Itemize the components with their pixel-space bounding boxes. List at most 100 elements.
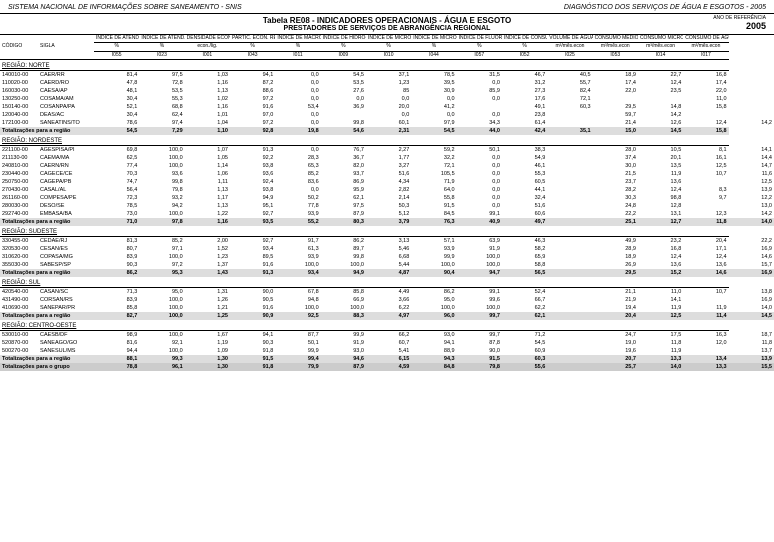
cell-value: 65,3: [275, 162, 320, 170]
cell-value: 55,3: [139, 95, 184, 103]
cell-value: 13,6: [683, 261, 728, 269]
cell-value: 1,67: [185, 330, 230, 339]
cell-value: 100,0: [139, 330, 184, 339]
cell-value: [683, 347, 728, 355]
cell-value: 11,9: [638, 304, 683, 312]
cell-sigla: CESAN/ES: [38, 245, 94, 253]
cell-value: 11,9: [638, 170, 683, 178]
grand-total-value: 1,30: [185, 363, 230, 371]
cell-sigla: CAGEPA/PB: [38, 178, 94, 186]
grand-total-value: 87,9: [321, 363, 366, 371]
cell-sigla: CORSAN/RS: [38, 296, 94, 304]
cell-value: 84,5: [411, 210, 456, 218]
cell-value: 99,1: [457, 287, 502, 296]
cell-value: 92,7: [230, 236, 275, 245]
cell-value: 16,9: [729, 296, 774, 304]
region-total-value: 19,8: [275, 127, 320, 135]
cell-value: 14,2: [729, 210, 774, 218]
cell-value: 85,9: [457, 87, 502, 95]
cell-value: 99,7: [457, 330, 502, 339]
cell-value: 93,7: [321, 170, 366, 178]
col-code: I014: [638, 51, 683, 59]
cell-value: 16,1: [683, 154, 728, 162]
cell-sigla: CASAN/SC: [38, 287, 94, 296]
cell-value: 68,8: [139, 103, 184, 111]
cell-value: 89,7: [321, 245, 366, 253]
cell-value: 0,0: [411, 95, 456, 103]
cell-codigo: 330455-00: [0, 236, 38, 245]
cell-value: 48,1: [94, 87, 139, 95]
cell-value: 28,3: [275, 154, 320, 162]
cell-value: 21,1: [593, 287, 638, 296]
cell-value: 99,6: [457, 296, 502, 304]
grand-total-value: 79,8: [457, 363, 502, 371]
cell-value: 10,5: [638, 145, 683, 154]
cell-value: 62,2: [502, 304, 547, 312]
cell-value: 23,7: [593, 178, 638, 186]
cell-codigo: 261160-00: [0, 194, 38, 202]
cell-value: [547, 236, 592, 245]
col-code: I052: [502, 51, 547, 59]
cell-value: 73,0: [94, 210, 139, 218]
cell-value: 1,01: [185, 111, 230, 119]
cell-value: 53,4: [275, 103, 320, 111]
cell-value: [547, 154, 592, 162]
cell-value: 55,8: [411, 194, 456, 202]
cell-value: 54,9: [502, 154, 547, 162]
table-row: 160030-00CAESA/AP48,153,51,1388,60,027,6…: [0, 87, 774, 95]
cell-value: 92,2: [230, 154, 275, 162]
cell-value: 94,1: [230, 70, 275, 79]
cell-codigo: 500270-00: [0, 347, 38, 355]
cell-value: 93,2: [139, 194, 184, 202]
table-row: 320530-00CESAN/ES80,797,11,5293,461,389,…: [0, 245, 774, 253]
region-total-value: 91,5: [230, 355, 275, 363]
region-total-value: 1,25: [185, 312, 230, 320]
region-total-value: 16,9: [729, 269, 774, 277]
region-total-label: Totalizações para a região: [0, 127, 94, 135]
region-total-value: 42,4: [502, 127, 547, 135]
cell-value: 28,0: [593, 145, 638, 154]
cell-value: 72,8: [139, 79, 184, 87]
cell-value: 0,0: [457, 194, 502, 202]
cell-value: 6,22: [366, 304, 411, 312]
region-total-value: 88,1: [94, 355, 139, 363]
cell-value: 91,5: [411, 202, 456, 210]
cell-codigo: 120040-00: [0, 111, 38, 119]
col-header: CONSUMO MICROME- DIDO POR ECONOMIA: [638, 35, 683, 43]
cell-value: 2,27: [366, 145, 411, 154]
cell-value: 14,0: [729, 304, 774, 312]
cell-value: 91,8: [230, 347, 275, 355]
cell-sigla: CAERN/RN: [38, 162, 94, 170]
region-total-value: 11,4: [683, 312, 728, 320]
table-row: 530010-00CAESB/DF98,9100,01,6794,187,799…: [0, 330, 774, 339]
cell-value: 60,5: [502, 178, 547, 186]
cell-value: 100,0: [321, 304, 366, 312]
cell-value: 60,1: [366, 119, 411, 127]
col-unit: %: [321, 43, 366, 51]
cell-value: 2,14: [366, 194, 411, 202]
cell-value: 99,8: [321, 119, 366, 127]
region-total-value: 90,9: [230, 312, 275, 320]
cell-value: [547, 202, 592, 210]
cell-value: 0,0: [457, 186, 502, 194]
cell-value: 95,0: [139, 287, 184, 296]
cell-value: 62,4: [139, 111, 184, 119]
cell-value: 83,6: [275, 178, 320, 186]
col-unit: %: [411, 43, 456, 51]
cell-value: 94,8: [275, 296, 320, 304]
cell-codigo: 230440-00: [0, 170, 38, 178]
cell-value: 91,6: [230, 304, 275, 312]
table-body: REGIÃO: NORTE140010-00CAER/RR81,497,51,0…: [0, 59, 774, 371]
cell-value: 85,8: [94, 304, 139, 312]
region-total-value: 93,4: [275, 269, 320, 277]
region-total-value: 92,5: [275, 312, 320, 320]
cell-value: 13,0: [729, 202, 774, 210]
cell-value: 99,8: [139, 178, 184, 186]
region-total-value: 97,8: [139, 218, 184, 226]
cell-value: 71,9: [411, 178, 456, 186]
cell-value: 94,2: [139, 202, 184, 210]
col-header: ÍNDICE DE HIDRO- METRAÇÃO: [321, 35, 366, 43]
cell-value: 1,37: [185, 261, 230, 269]
col-unit: m³/mês.econ: [547, 43, 592, 51]
cell-value: 72,3: [94, 194, 139, 202]
